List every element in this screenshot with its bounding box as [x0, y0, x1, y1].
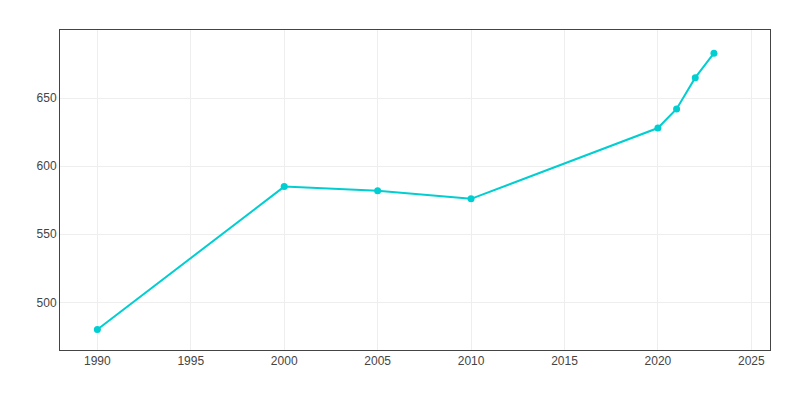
svg-text:600: 600: [37, 159, 57, 173]
svg-text:1990: 1990: [84, 354, 111, 368]
svg-text:2010: 2010: [458, 354, 485, 368]
svg-text:2020: 2020: [645, 354, 672, 368]
svg-text:2005: 2005: [364, 354, 391, 368]
svg-text:2015: 2015: [551, 354, 578, 368]
svg-text:1995: 1995: [177, 354, 204, 368]
svg-text:2025: 2025: [738, 354, 765, 368]
svg-text:500: 500: [37, 296, 57, 310]
svg-text:550: 550: [37, 227, 57, 241]
svg-text:650: 650: [37, 91, 57, 105]
svg-text:2000: 2000: [271, 354, 298, 368]
